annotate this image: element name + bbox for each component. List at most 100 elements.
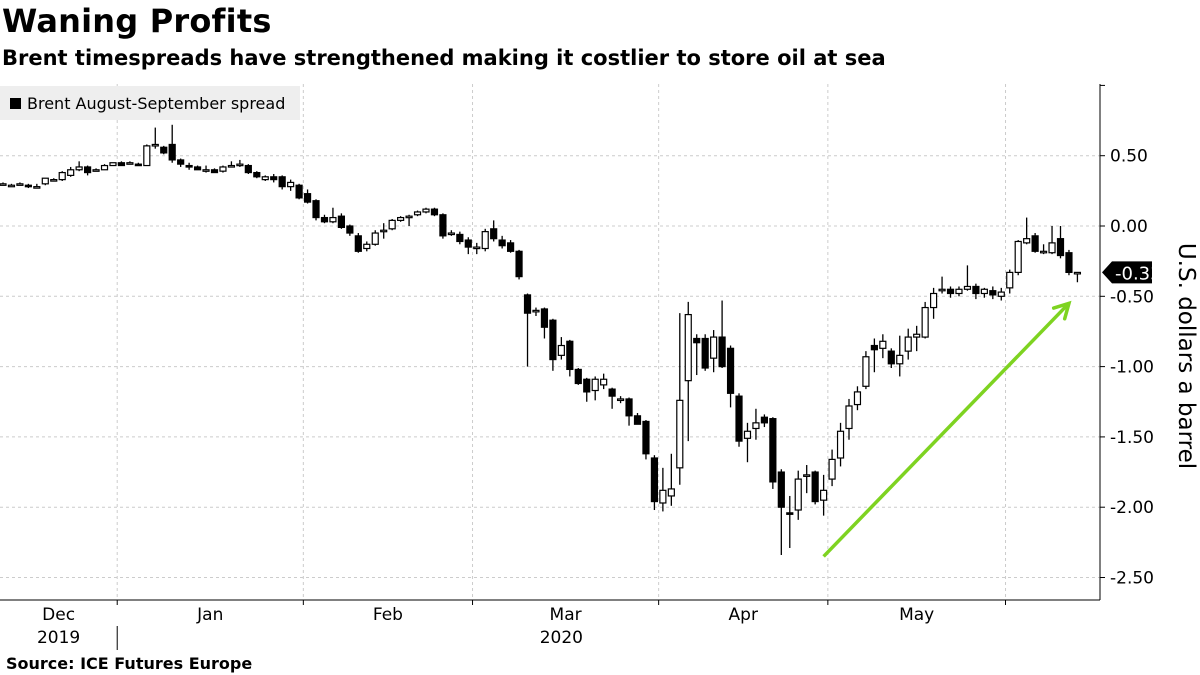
candle-up	[100, 164, 109, 171]
candle-down	[303, 193, 312, 203]
candle-down	[718, 336, 726, 368]
candle-up	[794, 478, 802, 511]
candle-down	[769, 418, 777, 483]
candle-down	[1056, 238, 1065, 257]
candle-up	[963, 285, 972, 290]
candle-down	[642, 420, 650, 455]
candle-down	[726, 347, 735, 394]
candle-down	[354, 235, 362, 252]
candle-down	[507, 242, 515, 252]
candle-up	[853, 391, 862, 406]
y-tick-label: -0.50	[1110, 287, 1154, 307]
candle-up	[929, 292, 938, 309]
candle-down	[549, 319, 557, 361]
candle-down	[295, 184, 303, 199]
candle-up	[447, 232, 455, 236]
x-month-label: May	[899, 605, 934, 625]
candle-up	[92, 169, 100, 172]
candle-down	[117, 162, 126, 167]
candle-up	[0, 183, 7, 186]
x-month-label: Feb	[373, 605, 403, 625]
candle-down	[24, 184, 32, 188]
candle-up	[591, 378, 599, 392]
y-tick-label: 0.50	[1110, 147, 1148, 167]
y-tick-label: 0.00	[1110, 217, 1148, 237]
candle-down	[760, 416, 769, 424]
candle-down	[777, 471, 785, 508]
candle-up	[921, 306, 929, 338]
candle-up	[904, 336, 912, 352]
candle-up	[126, 162, 134, 165]
x-month-label: Apr	[729, 605, 758, 625]
candle-up	[109, 162, 117, 167]
candle-down	[515, 250, 523, 278]
y-tick-label: -2.50	[1110, 569, 1154, 589]
source-note: Source: ICE Futures Europe	[6, 654, 253, 673]
candle-up	[143, 145, 151, 167]
last-value-tag	[1102, 261, 1152, 284]
candle-down	[1031, 235, 1039, 252]
candle-up	[845, 405, 853, 430]
trend-arrow-head-icon	[1051, 300, 1072, 321]
candle-up	[388, 219, 396, 230]
candle-up	[803, 474, 811, 477]
candle-down	[490, 228, 498, 240]
candle-down	[337, 215, 345, 229]
candle-down	[160, 146, 168, 154]
candle-up	[380, 229, 388, 233]
candle-up	[7, 184, 16, 188]
candle-down	[701, 337, 709, 369]
candle-up	[50, 179, 58, 182]
candle-up	[227, 164, 236, 168]
last-value-label: -0.33	[1115, 263, 1162, 284]
x-month-label: Mar	[550, 605, 582, 625]
y-tick-label: -2.00	[1110, 498, 1154, 518]
candle-down	[346, 225, 354, 234]
x-month-label: Jan	[196, 605, 223, 625]
candle-up	[532, 309, 540, 313]
candle-down	[168, 143, 176, 161]
candle-down	[278, 176, 286, 188]
candle-up	[676, 399, 684, 469]
candle-down	[786, 512, 794, 515]
candle-down	[83, 166, 92, 174]
candle-up	[913, 333, 921, 338]
candle-down	[972, 285, 980, 295]
x-year-label: 2020	[540, 628, 583, 648]
candle-down	[439, 214, 447, 237]
candle-down	[540, 308, 549, 328]
candle-down	[464, 239, 472, 248]
candle-up	[710, 336, 718, 359]
legend: Brent August-September spread	[0, 86, 300, 120]
candle-up	[33, 186, 41, 189]
y-tick-label: -1.00	[1110, 358, 1154, 378]
candle-up	[151, 143, 159, 147]
candle-down	[870, 344, 878, 351]
trend-arrow-line	[822, 302, 1071, 558]
candle-up	[1006, 271, 1014, 289]
candle-up	[896, 354, 904, 365]
candle-up	[836, 430, 845, 459]
candle-up	[752, 422, 760, 430]
candle-up	[820, 489, 828, 501]
candle-up	[413, 211, 422, 216]
candle-down	[608, 388, 616, 397]
candle-up	[422, 208, 430, 213]
candle-up	[236, 163, 244, 167]
candle-up	[862, 356, 870, 387]
candle-down	[574, 368, 582, 385]
candle-up	[75, 166, 83, 171]
candle-up	[287, 181, 295, 188]
candle-down	[633, 415, 642, 425]
candle-down	[523, 294, 532, 314]
y-axis-label: U.S. dollars a barrel	[1173, 242, 1199, 470]
candle-up	[1073, 271, 1082, 275]
candle-up	[329, 216, 337, 223]
x-month-label: Dec	[42, 605, 75, 625]
chart-subtitle: Brent timespreads have strengthened maki…	[2, 46, 886, 70]
candle-down	[430, 208, 439, 216]
candle-up	[219, 166, 227, 172]
candle-up	[1048, 242, 1056, 254]
candle-down	[735, 395, 743, 442]
candle-down	[693, 337, 701, 344]
